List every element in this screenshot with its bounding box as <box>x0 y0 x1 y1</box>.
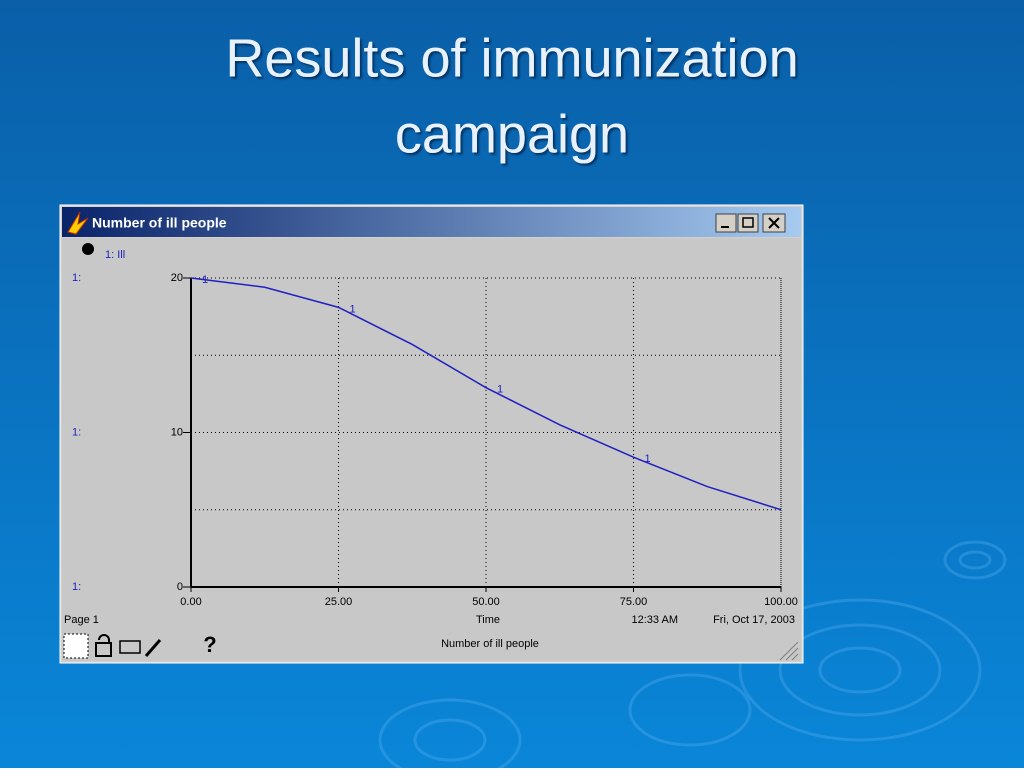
series-marker-label: 1 <box>349 303 355 315</box>
footer: Number of ill people <box>441 638 539 650</box>
help-icon[interactable]: ? <box>203 632 216 657</box>
ripples <box>378 540 1007 773</box>
resize-grip <box>779 641 799 661</box>
x-tick-label: 100.00 <box>764 596 798 608</box>
time-stamp: 12:33 AM <box>632 614 678 626</box>
plot-frame <box>190 277 782 588</box>
legend-entry: 1: Ill <box>105 249 125 261</box>
x-tick-label: 25.00 <box>325 596 353 608</box>
series-marker-label: 1 <box>497 384 503 396</box>
x-tick-label: 50.00 <box>472 596 500 608</box>
slide-title-line1: Results of immunization <box>225 28 798 88</box>
y-tick-label: 20 <box>171 272 183 284</box>
page-label: Page 1 <box>64 614 99 626</box>
y-tick-label: 0 <box>177 581 183 593</box>
y-scale-label: 1: <box>72 581 81 593</box>
x-tick-label: 75.00 <box>620 596 648 608</box>
window-title: Number of ill people <box>92 215 227 231</box>
app-icon <box>67 211 89 235</box>
date-stamp: Fri, Oct 17, 2003 <box>713 614 795 626</box>
x-tick-label: 0.00 <box>180 596 201 608</box>
slide-title-line2: campaign <box>395 104 629 164</box>
y-scale-label: 1: <box>72 272 81 284</box>
title-bar <box>62 207 801 237</box>
pin-icon <box>82 243 94 255</box>
y-tick-label: 10 <box>171 426 183 438</box>
toolbar[interactable] <box>63 633 162 659</box>
series-marker-label: 1 <box>644 453 650 465</box>
window-buttons[interactable] <box>715 213 786 233</box>
x-axis-label: Time <box>476 614 500 626</box>
chart-area <box>62 238 801 661</box>
y-scale-label: 1: <box>72 426 81 438</box>
series-marker-label: 1 <box>202 274 208 286</box>
series-line <box>190 277 782 511</box>
